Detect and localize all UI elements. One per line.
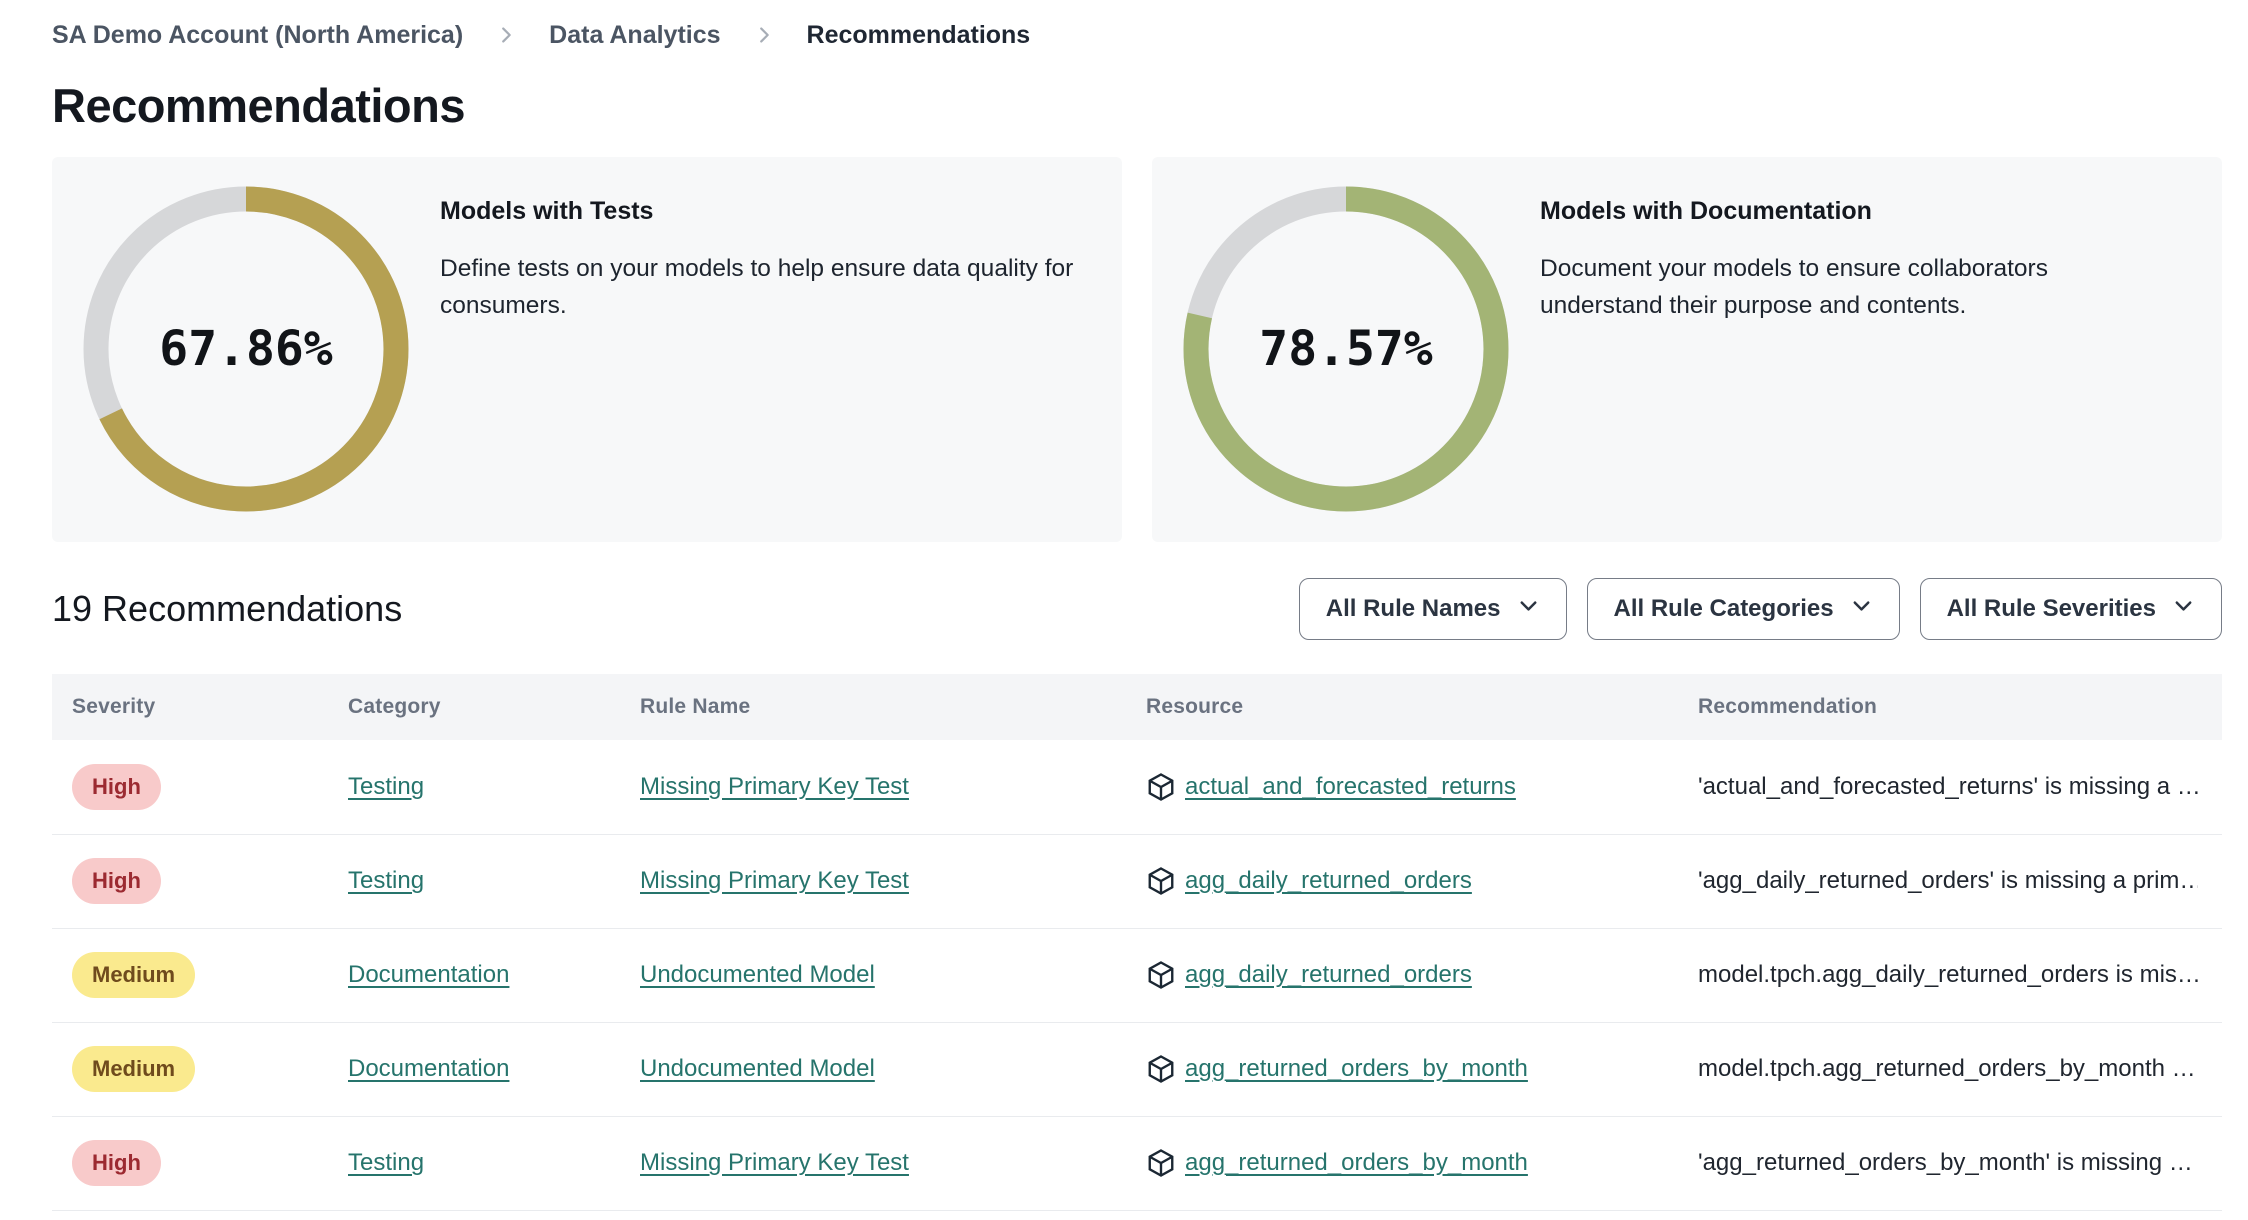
tests-card-description: Define tests on your models to help ensu…	[440, 255, 1074, 319]
cube-icon	[1146, 866, 1176, 896]
filter-bar: All Rule Names All Rule Categories All R…	[1298, 578, 2222, 640]
recommendation-text: model.tpch.agg_returned_orders_by_month …	[1698, 1055, 2196, 1082]
rule-names-filter-dropdown[interactable]: All Rule Names	[1298, 578, 1567, 640]
table-row: Medium Documentation Undocumented Model ag…	[52, 1022, 2222, 1116]
tests-card-title: Models with Tests	[440, 197, 654, 225]
recommendations-table: Severity Category Rule Name Resource Rec…	[52, 674, 2222, 1211]
rule-severities-filter-dropdown[interactable]: All Rule Severities	[1919, 578, 2222, 640]
resource-link[interactable]: agg_returned_orders_by_month	[1185, 1149, 1528, 1176]
chevron-right-icon	[495, 24, 517, 46]
cube-icon	[1146, 772, 1176, 802]
severity-badge: Medium	[72, 1046, 196, 1092]
breadcrumb-project-link[interactable]: Data Analytics	[549, 20, 721, 49]
chevron-down-icon	[1850, 594, 1873, 624]
resource-link[interactable]: agg_daily_returned_orders	[1185, 867, 1472, 894]
breadcrumb: SA Demo Account (North America) Data Ana…	[52, 16, 2222, 54]
rule-name-link[interactable]: Missing Primary Key Test	[640, 1149, 909, 1176]
docs-donut-chart: 78.57%	[1178, 181, 1514, 517]
recommendation-text: 'actual_and_forecasted_returns' is missi…	[1698, 772, 2198, 800]
severity-badge: Medium	[72, 952, 196, 998]
recommendation-text: 'agg_returned_orders_by_month' is missin…	[1698, 1149, 2193, 1176]
column-header-category: Category	[348, 695, 441, 718]
table-row: High Testing Missing Primary Key Test agg_…	[52, 834, 2222, 928]
category-link[interactable]: Documentation	[348, 1055, 510, 1082]
tests-percentage-value: 67.86%	[159, 321, 333, 377]
resource-link[interactable]: actual_and_forecasted_returns	[1185, 772, 1516, 800]
breadcrumb-account-link[interactable]: SA Demo Account (North America)	[52, 20, 464, 49]
resource-link[interactable]: agg_daily_returned_orders	[1185, 961, 1472, 988]
cube-icon	[1146, 960, 1176, 990]
table-row: High Testing Missing Primary Key Test actu…	[52, 740, 2222, 834]
severity-badge: High	[72, 763, 161, 810]
chevron-right-icon	[753, 24, 775, 46]
category-link[interactable]: Testing	[348, 772, 425, 800]
rule-name-link[interactable]: Missing Primary Key Test	[640, 867, 909, 894]
chevron-down-icon	[2172, 594, 2195, 624]
rule-name-link[interactable]: Undocumented Model	[640, 1055, 875, 1082]
tests-donut-chart: 67.86%	[78, 181, 414, 517]
recommendations-count: 19 Recommendations	[52, 588, 403, 629]
category-link[interactable]: Documentation	[348, 961, 510, 988]
list-header: 19 Recommendations All Rule Names All Ru…	[52, 578, 2222, 640]
page-title: Recommendations	[52, 79, 465, 132]
resource-link[interactable]: agg_returned_orders_by_month	[1185, 1055, 1528, 1082]
chevron-down-icon	[1517, 594, 1540, 624]
category-link[interactable]: Testing	[348, 1149, 425, 1176]
models-with-documentation-card: 78.57% Models with Documentation Documen…	[1152, 157, 2222, 542]
table-row: High Testing Missing Primary Key Test agg_…	[52, 1116, 2222, 1210]
rule-name-link[interactable]: Missing Primary Key Test	[640, 772, 909, 800]
docs-percentage-value: 78.57%	[1259, 321, 1433, 377]
column-header-rule-name: Rule Name	[640, 695, 751, 718]
rule-severities-filter-label: All Rule Severities	[1946, 595, 2156, 622]
models-with-tests-card: 67.86% Models with Tests Define tests on…	[52, 157, 1122, 542]
table-header-row: Severity Category Rule Name Resource Rec…	[52, 674, 2222, 740]
cube-icon	[1146, 1054, 1176, 1084]
rule-categories-filter-label: All Rule Categories	[1613, 595, 1834, 622]
category-link[interactable]: Testing	[348, 867, 425, 894]
column-header-resource: Resource	[1146, 695, 1244, 718]
rule-name-link[interactable]: Undocumented Model	[640, 961, 875, 988]
rule-names-filter-label: All Rule Names	[1325, 595, 1501, 622]
recommendation-text: model.tpch.agg_daily_returned_orders is …	[1698, 961, 2198, 988]
column-header-severity: Severity	[72, 695, 156, 718]
severity-badge: High	[72, 858, 161, 904]
docs-card-title: Models with Documentation	[1540, 197, 1872, 225]
cube-icon	[1146, 1148, 1176, 1178]
severity-badge: High	[72, 1140, 161, 1186]
recommendation-text: 'agg_daily_returned_orders' is missing a…	[1698, 867, 2198, 894]
docs-card-description: Document your models to ensure collabora…	[1540, 255, 2048, 319]
table-row: Medium Documentation Undocumented Model ag…	[52, 928, 2222, 1022]
breadcrumb-current: Recommendations	[806, 20, 1031, 49]
rule-categories-filter-dropdown[interactable]: All Rule Categories	[1586, 578, 1900, 640]
summary-cards: 67.86% Models with Tests Define tests on…	[52, 157, 2222, 542]
column-header-recommendation: Recommendation	[1698, 695, 1877, 718]
